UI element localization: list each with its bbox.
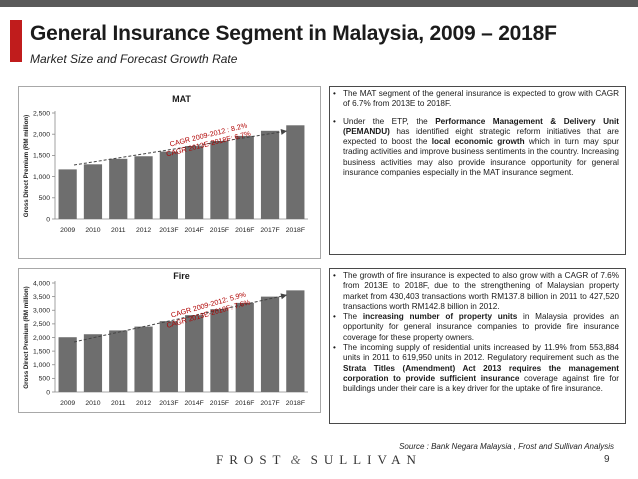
x-tick-label: 2015F bbox=[210, 227, 229, 234]
x-tick-label: 2016F bbox=[235, 400, 254, 407]
x-tick-label: 2013F bbox=[159, 400, 178, 407]
fire-chart: Fire Gross Direct Premium (RM million) 0 50… bbox=[23, 271, 308, 407]
bar-2012 bbox=[134, 156, 153, 219]
x-tick-label: 2009 bbox=[60, 227, 75, 234]
commentary-bullet: The MAT segment of the general insurance… bbox=[332, 89, 619, 110]
y-axis-label: Gross Direct Premium (RM million) bbox=[23, 286, 30, 388]
bar-2016F bbox=[235, 135, 254, 219]
y-tick-label: 500 bbox=[39, 195, 51, 202]
trend-arrow-line bbox=[73, 130, 288, 166]
brand-ampersand: & bbox=[290, 452, 301, 467]
bold-text: Performance Management & Delivery Unit (… bbox=[343, 116, 619, 136]
bold-text: local economic growth bbox=[431, 137, 525, 147]
mat-chart: MAT Gross Direct Premium (RM million) 0 500… bbox=[23, 94, 308, 234]
x-tick-label: 2012 bbox=[136, 227, 151, 234]
bar-2011 bbox=[109, 330, 128, 392]
x-tick-label: 2014F bbox=[185, 227, 204, 234]
y-tick-label: 500 bbox=[39, 376, 51, 383]
source-note: Source : Bank Negara Malaysia , Frost an… bbox=[399, 442, 614, 451]
x-tick-label: 2018F bbox=[286, 400, 305, 407]
y-tick-label: 0 bbox=[46, 216, 50, 223]
x-tick-label: 2013F bbox=[159, 227, 178, 234]
y-tick-label: 2,000 bbox=[33, 132, 50, 139]
commentary-bullet: The increasing number of property units … bbox=[332, 312, 619, 343]
commentary-bullet: Under the ETP, the Performance Managemen… bbox=[332, 117, 619, 179]
text-run: in Malaysia provides an opportunity for … bbox=[343, 312, 619, 342]
bar-2018F bbox=[286, 290, 305, 392]
top-bar bbox=[0, 0, 638, 7]
bold-text: Strata Titles (Amendment) Act 2013 requi… bbox=[343, 363, 619, 383]
bar-2010 bbox=[83, 334, 103, 392]
x-tick-label: 2010 bbox=[85, 227, 100, 234]
slide-subtitle: Market Size and Forecast Growth Rate bbox=[30, 52, 238, 66]
x-tick-label: 2016F bbox=[235, 227, 254, 234]
bar-2009 bbox=[58, 337, 77, 392]
bar-2010 bbox=[83, 164, 103, 219]
bar-2014F bbox=[185, 146, 204, 219]
bar-2012 bbox=[134, 326, 153, 392]
text-run: The MAT segment of the general insurance… bbox=[343, 89, 619, 109]
chart-title: Fire bbox=[173, 271, 190, 281]
x-tick-label: 2011 bbox=[111, 227, 126, 234]
bar-2013F bbox=[159, 321, 178, 392]
slide-title: General Insurance Segment in Malaysia, 2… bbox=[30, 22, 557, 45]
text-run: The incoming supply of residential units… bbox=[343, 343, 619, 363]
bar-2014F bbox=[185, 315, 204, 392]
bar-2017F bbox=[260, 296, 280, 392]
chart-title: MAT bbox=[172, 94, 191, 104]
bar-2017F bbox=[260, 130, 280, 219]
y-tick-label: 1,500 bbox=[33, 348, 50, 355]
commentary-bullet: The growth of fire insurance is expected… bbox=[332, 271, 619, 312]
y-tick-label: 0 bbox=[46, 389, 50, 396]
y-tick-label: 4,000 bbox=[33, 280, 50, 287]
x-tick-label: 2017F bbox=[260, 227, 279, 234]
bar-2013F bbox=[159, 151, 178, 219]
y-tick-label: 1,000 bbox=[33, 174, 50, 181]
y-tick-label: 1,500 bbox=[33, 153, 50, 160]
text-run: which in turn may spur trading activitie… bbox=[343, 137, 619, 178]
trend-arrow-head bbox=[280, 128, 287, 135]
trend-arrow-line bbox=[73, 294, 288, 343]
bar-2018F bbox=[286, 125, 305, 219]
commentary-bullet: The incoming supply of residential units… bbox=[332, 343, 619, 394]
mat-chart-panel: MAT Gross Direct Premium (RM million) 0 500… bbox=[18, 86, 321, 259]
fire-commentary-box: The growth of fire insurance is expected… bbox=[329, 268, 626, 424]
x-tick-label: 2009 bbox=[60, 400, 75, 407]
brand-right: SULLIVAN bbox=[310, 452, 422, 467]
y-tick-label: 3,500 bbox=[33, 294, 50, 301]
y-tick-label: 2,500 bbox=[33, 321, 50, 328]
title-accent-bar bbox=[10, 20, 22, 62]
x-tick-label: 2018F bbox=[286, 227, 305, 234]
x-tick-label: 2014F bbox=[185, 400, 204, 407]
text-run: Under the ETP, the bbox=[343, 116, 436, 126]
x-tick-label: 2010 bbox=[85, 400, 100, 407]
text-run: coverage against fire for buildings unde… bbox=[343, 373, 619, 394]
text-run: has identified eight strategic reform in… bbox=[343, 126, 619, 147]
bar-2011 bbox=[109, 158, 128, 219]
bar-2015F bbox=[210, 309, 229, 392]
y-tick-label: 1,000 bbox=[33, 362, 50, 369]
text-run: The bbox=[343, 312, 363, 322]
x-tick-label: 2012 bbox=[136, 400, 151, 407]
y-tick-label: 2,500 bbox=[33, 110, 50, 117]
y-axis-label: Gross Direct Premium (RM million) bbox=[23, 115, 30, 217]
text-run: The growth of fire insurance is expected… bbox=[343, 271, 619, 311]
bold-text: increasing number of property units bbox=[362, 312, 518, 322]
fire-chart-panel: Fire Gross Direct Premium (RM million) 0 50… bbox=[18, 268, 321, 413]
x-tick-label: 2017F bbox=[260, 400, 279, 407]
bar-2009 bbox=[58, 169, 77, 219]
y-tick-label: 2,000 bbox=[33, 335, 50, 342]
frost-sullivan-logo: FROST & SULLIVAN bbox=[0, 452, 638, 468]
x-tick-label: 2015F bbox=[210, 400, 229, 407]
brand-left: FROST bbox=[216, 452, 287, 467]
bar-2015F bbox=[210, 140, 229, 219]
mat-commentary-box: The MAT segment of the general insurance… bbox=[329, 86, 626, 255]
x-tick-label: 2011 bbox=[111, 400, 126, 407]
trend-arrow-head bbox=[280, 293, 287, 300]
page-number: 9 bbox=[604, 454, 610, 465]
bar-2016F bbox=[235, 302, 254, 392]
y-tick-label: 3,000 bbox=[33, 308, 50, 315]
